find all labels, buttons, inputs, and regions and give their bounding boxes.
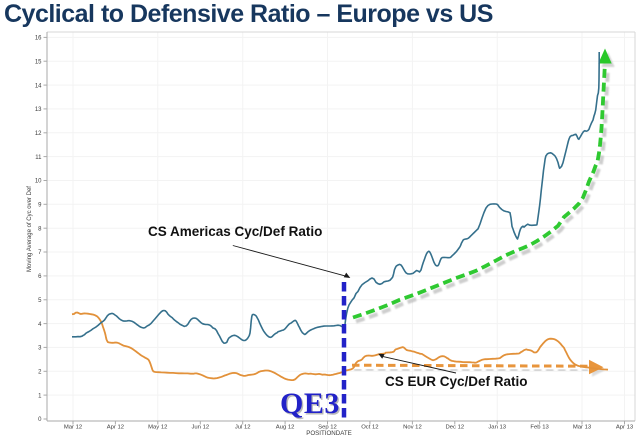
- svg-text:15: 15: [35, 60, 42, 66]
- svg-text:Sep 12: Sep 12: [318, 425, 337, 431]
- svg-text:Jun 12: Jun 12: [191, 425, 209, 431]
- svg-text:8: 8: [38, 226, 42, 232]
- svg-text:9: 9: [38, 203, 42, 209]
- svg-text:3: 3: [38, 346, 42, 352]
- svg-text:4: 4: [38, 322, 42, 328]
- svg-text:1: 1: [38, 393, 42, 399]
- svg-text:14: 14: [35, 83, 42, 89]
- svg-text:Apr 12: Apr 12: [107, 425, 124, 431]
- svg-text:7: 7: [38, 250, 42, 256]
- svg-text:12: 12: [35, 131, 42, 137]
- svg-text:Feb 13: Feb 13: [530, 425, 549, 431]
- svg-text:Aug 12: Aug 12: [276, 425, 295, 431]
- svg-text:Mar 13: Mar 13: [573, 425, 592, 431]
- svg-text:6: 6: [38, 274, 42, 280]
- svg-text:Oct 12: Oct 12: [361, 425, 378, 431]
- svg-text:5: 5: [38, 298, 42, 304]
- svg-text:Apr 13: Apr 13: [616, 425, 634, 431]
- svg-text:2: 2: [38, 370, 42, 376]
- svg-text:0: 0: [38, 417, 42, 423]
- svg-text:POSITIONDATE: POSITIONDATE: [306, 430, 352, 437]
- svg-text:10: 10: [35, 179, 42, 185]
- svg-text:Jan 13: Jan 13: [488, 425, 506, 431]
- svg-text:Jul 12: Jul 12: [235, 425, 251, 431]
- svg-text:11: 11: [35, 155, 42, 161]
- svg-text:Moving Average of Cyc over Def: Moving Average of Cyc over Def: [27, 186, 33, 272]
- svg-text:Nov 12: Nov 12: [403, 425, 422, 431]
- svg-text:Dec 12: Dec 12: [445, 425, 464, 431]
- svg-text:13: 13: [35, 107, 42, 113]
- svg-text:Mar 12: Mar 12: [64, 425, 82, 431]
- svg-text:May 12: May 12: [148, 425, 167, 431]
- svg-text:16: 16: [35, 36, 42, 42]
